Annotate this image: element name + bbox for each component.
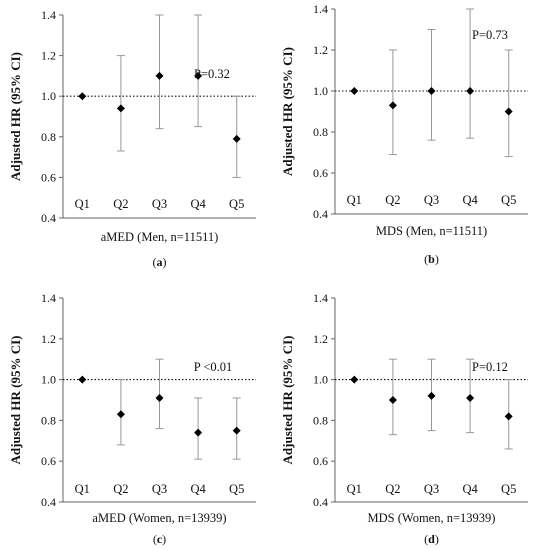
y-tick-label: 1.0 [313,373,328,387]
category-label: Q1 [347,193,362,207]
y-tick-label: 0.6 [313,166,328,180]
hr-point [78,92,87,101]
hr-point [350,87,359,95]
p-value-annotation: P <0.01 [194,360,233,374]
y-tick-label: 0.8 [41,413,56,427]
y-tick-label: 0.6 [41,170,56,184]
y-axis-label: Adjusted HR (95% CI) [280,47,295,176]
hr-point [194,71,203,80]
p-value-annotation: P=0.73 [472,28,508,42]
hr-point [194,428,203,437]
y-tick-label: 1.2 [313,43,328,57]
category-label: Q5 [501,193,516,207]
y-tick-label: 0.6 [41,454,56,468]
panel-label: (b) [424,252,439,266]
hr-point [388,101,397,110]
category-label: Q5 [501,482,516,496]
hr-point [232,426,241,435]
hr-point [350,375,359,384]
hr-point [388,396,397,404]
p-value-annotation: P=0.32 [194,67,230,81]
p-value-annotation: P=0.12 [472,360,508,374]
hr-point [232,134,241,143]
y-tick-label: 1.4 [41,291,56,305]
hr-point [466,87,475,95]
y-tick-label: 0.6 [313,454,328,468]
x-axis-label: aMED (Men, n=11511) [101,230,219,244]
category-label: Q4 [190,482,206,496]
y-tick-label: 0.4 [41,211,56,225]
panel-label: (a) [153,255,167,269]
category-label: Q4 [462,193,478,207]
hr-point [78,375,87,384]
y-tick-label: 1.2 [313,332,328,346]
category-label: Q4 [462,482,478,496]
y-tick-label: 1.4 [313,291,328,305]
y-tick-label: 0.8 [313,413,328,427]
category-label: Q2 [385,193,400,207]
hr-point [116,410,125,419]
x-axis-label: MDS (Men, n=11511) [376,224,487,238]
y-tick-label: 1.0 [313,84,328,98]
hr-point [427,87,436,95]
category-label: Q2 [385,482,400,496]
category-label: Q3 [152,482,167,496]
y-axis-label: Adjusted HR (95% CI) [8,336,23,465]
hr-point [504,412,513,421]
hr-point [427,391,436,400]
hr-point [504,107,513,116]
category-label: Q5 [229,482,244,496]
x-axis-label: aMED (Women, n=13939) [92,511,226,525]
y-tick-label: 0.4 [313,207,328,221]
category-label: Q3 [424,193,439,207]
y-tick-label: 1.4 [41,8,56,22]
x-axis-label: MDS (Women, n=13939) [368,511,496,525]
category-label: Q1 [75,482,90,496]
y-tick-label: 1.4 [313,2,328,16]
y-tick-label: 1.2 [41,49,56,63]
category-label: Q2 [113,197,128,211]
category-label: Q2 [113,482,128,496]
panel-label: (d) [424,532,439,546]
y-tick-label: 1.0 [41,89,56,103]
category-label: Q3 [152,197,167,211]
hr-point [155,71,164,80]
hr-point [155,393,164,402]
panel-label: (c) [153,532,166,546]
y-tick-label: 0.4 [313,495,328,509]
hr-point [466,393,475,402]
y-tick-label: 1.0 [41,373,56,387]
hr-point [116,104,125,113]
y-axis-label: Adjusted HR (95% CI) [280,336,295,465]
category-label: Q1 [347,482,362,496]
y-tick-label: 0.8 [41,130,56,144]
y-axis-label: Adjusted HR (95% CI) [8,52,23,181]
y-tick-label: 1.2 [41,332,56,346]
category-label: Q5 [229,197,244,211]
category-label: Q3 [424,482,439,496]
y-tick-label: 0.8 [313,125,328,139]
y-tick-label: 0.4 [41,495,56,509]
category-label: Q1 [75,197,90,211]
category-label: Q4 [190,197,206,211]
